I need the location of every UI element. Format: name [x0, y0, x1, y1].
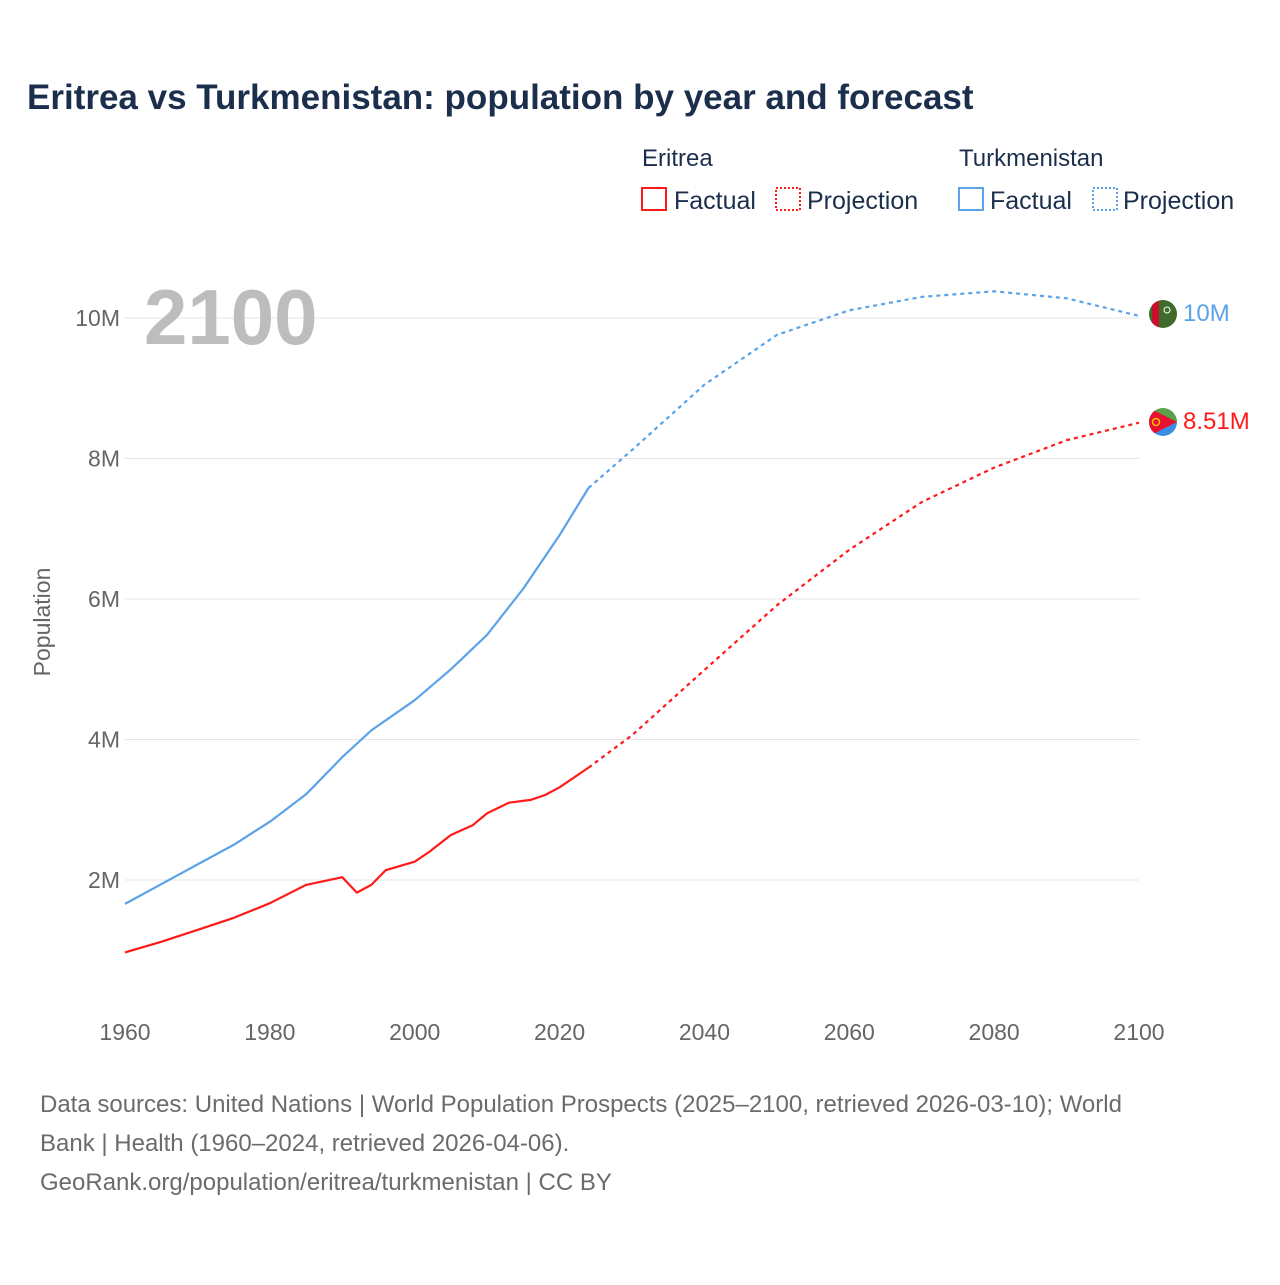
gridlines — [125, 317, 1139, 881]
legend-turkmenistan-projection[interactable]: Projection — [1123, 187, 1234, 215]
footer-attribution-link[interactable]: GeoRank.org/population/eritrea/turkmenis… — [40, 1169, 612, 1196]
eritrea-factual-line — [124, 766, 590, 954]
y-tick-label: 4M — [88, 727, 120, 753]
x-tick-label: 2060 — [824, 1019, 875, 1045]
legend-eritrea-heading: Eritrea — [642, 145, 713, 172]
x-tick-label: 2040 — [679, 1019, 730, 1045]
current-year-label: 2100 — [144, 273, 318, 361]
x-tick-label: 2020 — [534, 1019, 585, 1045]
turkmenistan-flag-icon — [1149, 300, 1177, 328]
y-axis-ticks: 2M 4M 6M 8M 10M — [75, 305, 120, 893]
chart-title: Eritrea vs Turkmenistan: population by y… — [27, 78, 974, 117]
footer-sources-line1: Data sources: United Nations | World Pop… — [40, 1091, 1122, 1118]
eritrea-end-label: 8.51M — [1183, 408, 1250, 435]
y-axis-label: Population — [29, 568, 55, 677]
x-tick-label: 1960 — [99, 1019, 150, 1045]
x-tick-label: 2100 — [1113, 1019, 1164, 1045]
legend-turkmenistan-factual-swatch[interactable] — [958, 187, 984, 211]
legend: Eritrea Factual Projection Turkmenistan … — [641, 145, 1234, 215]
x-tick-label: 1980 — [244, 1019, 295, 1045]
y-tick-label: 2M — [88, 867, 120, 893]
turkmenistan-end-label: 10M — [1183, 300, 1230, 327]
legend-eritrea-projection-swatch[interactable] — [775, 187, 801, 211]
legend-eritrea-factual-swatch[interactable] — [641, 187, 667, 211]
legend-eritrea-factual[interactable]: Factual — [674, 187, 756, 215]
y-tick-label: 10M — [75, 305, 120, 331]
footer-sources-line2: Bank | Health (1960–2024, retrieved 2026… — [40, 1130, 569, 1157]
legend-turkmenistan-factual[interactable]: Factual — [990, 187, 1072, 215]
legend-turkmenistan-projection-swatch[interactable] — [1092, 187, 1118, 211]
x-axis-ticks: 1960 1980 2000 2020 2040 2060 2080 2100 — [99, 1019, 1164, 1045]
y-tick-label: 6M — [88, 586, 120, 612]
x-tick-label: 2000 — [389, 1019, 440, 1045]
turkmenistan-factual-line — [124, 487, 590, 905]
legend-eritrea-projection[interactable]: Projection — [807, 187, 918, 215]
y-tick-label: 8M — [88, 446, 120, 472]
series-lines — [124, 290, 1140, 954]
eritrea-flag-icon — [1149, 408, 1177, 436]
x-tick-label: 2080 — [969, 1019, 1020, 1045]
eritrea-projection-line — [587, 421, 1140, 769]
legend-turkmenistan-heading: Turkmenistan — [959, 145, 1104, 172]
turkmenistan-projection-line — [587, 290, 1140, 489]
